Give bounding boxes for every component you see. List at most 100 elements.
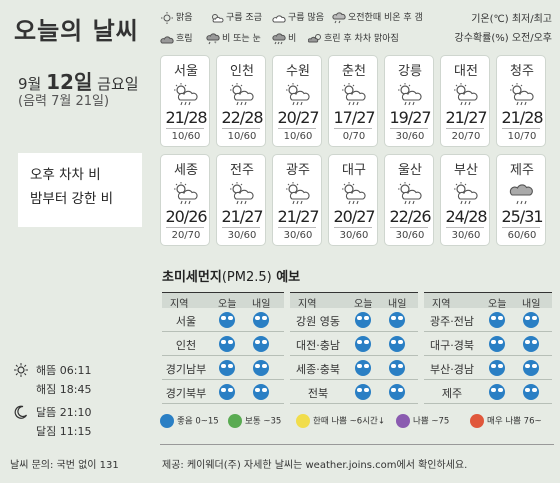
- legend-item-sunny: 맑음: [160, 10, 193, 24]
- pm-region: 강원 영동: [296, 315, 340, 328]
- pm-tomorrow-good-face-icon: [389, 384, 405, 400]
- divider: [502, 128, 540, 129]
- pm-header-region: 지역: [298, 299, 317, 310]
- afternoon-shower-icon: [454, 83, 478, 106]
- pm-row: 부산·경남: [424, 356, 552, 380]
- afternoon-shower-icon: [332, 11, 346, 23]
- pm-row: 전북: [290, 380, 418, 404]
- normal-face-icon: [228, 414, 242, 428]
- city-temp: 17/27: [333, 108, 375, 127]
- city-temp: 24/28: [445, 207, 487, 226]
- pm-today-good-face-icon: [489, 312, 505, 328]
- rain-unit-note: 강수확률(%) 오전/오후: [454, 33, 552, 44]
- city-rain-prob: 30/60: [451, 230, 481, 241]
- divider: [446, 128, 484, 129]
- pm-header-tomorrow: 내일: [522, 299, 541, 310]
- city-name: 대전: [454, 64, 478, 79]
- forecast-summary-box: 오후 차차 비 밤부터 강한 비: [18, 153, 142, 227]
- pm-header-region: 지역: [170, 299, 189, 310]
- afternoon-shower-icon: [286, 182, 310, 205]
- legend-item-mostly-cloudy: 구름 많음: [272, 10, 324, 24]
- legend-item-partly-cloudy: 구름 조금: [210, 10, 262, 24]
- pm-region: 세종·충북: [296, 363, 340, 376]
- divider: [222, 128, 260, 129]
- month: 9월: [18, 75, 42, 93]
- page-title: 오늘의 날씨: [14, 17, 139, 45]
- legend-label: 구름 조금: [226, 13, 262, 23]
- day: 12일: [46, 70, 93, 94]
- city-card: 대전 21/27 20/70: [440, 55, 490, 147]
- city-card: 전주 21/27 30/60: [216, 154, 266, 246]
- pm-tomorrow-good-face-icon: [523, 312, 539, 328]
- city-rain-prob: 10/60: [283, 131, 313, 142]
- pm-today-good-face-icon: [355, 384, 371, 400]
- afternoon-shower-icon: [454, 182, 478, 205]
- sunset-time: 18:45: [59, 383, 92, 396]
- pm-row: 경기남부: [162, 356, 284, 380]
- lunar-date: (음력 7월 21일): [18, 94, 110, 109]
- city-name: 청주: [510, 64, 534, 79]
- city-temp: 21/27: [221, 207, 263, 226]
- pm-row: 세종·충북: [290, 356, 418, 380]
- pm-region: 대구·경북: [430, 339, 474, 352]
- city-card: 청주 21/28 10/70: [496, 55, 546, 147]
- pm-legend-item: 나쁨 ~75: [396, 414, 449, 428]
- pm-legend-item: 보통 ~35: [228, 414, 281, 428]
- afternoon-shower-icon: [174, 182, 198, 205]
- pm-title-main: 초미세먼지: [162, 270, 222, 285]
- partly-cloudy-icon: [212, 13, 224, 22]
- pm-region: 경기북부: [165, 387, 207, 400]
- legend-item-rain-snow: * 비 또는 눈: [206, 31, 261, 45]
- city-card: 수원 20/27 10/60: [272, 55, 322, 147]
- city-temp: 21/28: [165, 108, 207, 127]
- city-temp: 19/27: [389, 108, 431, 127]
- city-name: 울산: [398, 163, 422, 178]
- summary-line-2: 밤부터 강한 비: [30, 191, 114, 207]
- pm-row: 강원 영동: [290, 308, 418, 332]
- pm-region: 제주: [441, 387, 463, 400]
- pm-header-today: 오늘: [218, 299, 237, 310]
- moon-times: 달뜸 21:10 달짐 11:15: [14, 405, 91, 439]
- city-card: 강릉 19/27 30/60: [384, 55, 434, 147]
- sunny-icon: [161, 11, 173, 24]
- pm-table-1: 지역 오늘 내일 서울 인천 경기남부 경기북부: [162, 292, 284, 404]
- city-card: 제주 25/31 60/60: [496, 154, 546, 246]
- city-name: 대구: [342, 163, 366, 178]
- rain-icon: [272, 32, 286, 44]
- pm-region: 인천: [175, 339, 197, 352]
- pm-region: 대전·충남: [296, 339, 340, 352]
- city-name: 인천: [230, 64, 254, 79]
- pm-legend-label: 한때 나쁨 ~6시간↓: [313, 416, 385, 427]
- left-panel: 오늘의 날씨 9월 12일 금요일 (음력 7월 21일) 오후 차차 비 밤부…: [0, 0, 152, 483]
- city-rain-prob: 30/60: [227, 230, 257, 241]
- city-rain-prob: 10/60: [227, 131, 257, 142]
- city-name: 광주: [286, 163, 310, 178]
- pm-tomorrow-good-face-icon: [523, 360, 539, 376]
- pm-tomorrow-good-face-icon: [389, 312, 405, 328]
- city-card: 대구 20/27 30/60: [328, 154, 378, 246]
- pm-region: 서울: [175, 315, 197, 328]
- sunrise-label: 해뜸: [36, 364, 57, 377]
- pm-row: 서울: [162, 308, 284, 332]
- pm-row: 인천: [162, 332, 284, 356]
- afternoon-shower-icon: [230, 182, 254, 205]
- divider: [334, 128, 372, 129]
- divider: [166, 128, 204, 129]
- rain-icon: [509, 184, 533, 205]
- pm-row: 제주: [424, 380, 552, 404]
- divider: [502, 227, 540, 228]
- city-temp: 25/31: [501, 207, 543, 226]
- pm-today-good-face-icon: [355, 312, 371, 328]
- sun-times: 해뜸 06:11 해짐 18:45: [14, 363, 91, 397]
- pm-table-header: 지역 오늘 내일: [424, 292, 552, 310]
- rain-snow-icon: *: [206, 32, 220, 45]
- legend-label: 비: [288, 34, 297, 44]
- city-name: 수원: [286, 64, 310, 79]
- city-card: 인천 22/28 10/60: [216, 55, 266, 147]
- pm-today-good-face-icon: [219, 312, 235, 328]
- city-card: 서울 21/28 10/60: [160, 55, 210, 147]
- pm-region: 경기남부: [165, 363, 207, 376]
- units-legend: 기온(℃) 최저/최고 강수확률(%) 오전/오후: [455, 10, 552, 48]
- afternoon-shower-icon: [286, 83, 310, 106]
- legend-item-cloudy: 흐림: [160, 31, 193, 45]
